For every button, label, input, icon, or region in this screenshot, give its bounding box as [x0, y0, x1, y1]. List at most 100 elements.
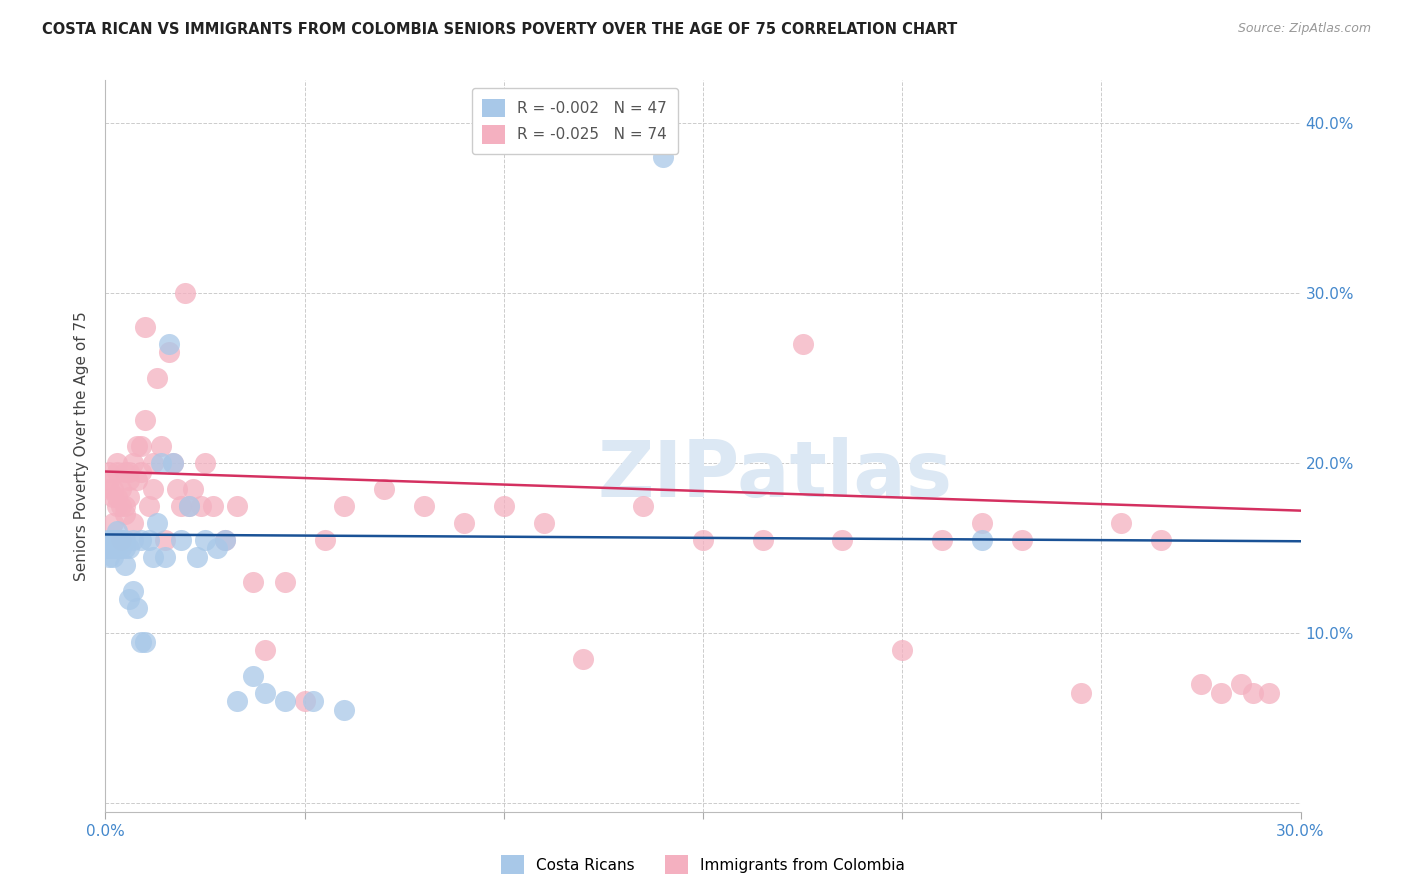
Point [831, 533, 853, 547]
Point [1209, 686, 1232, 700]
Point [122, 456, 145, 470]
Point [114, 465, 136, 479]
Point [142, 482, 165, 496]
Point [253, 686, 276, 700]
Point [177, 499, 201, 513]
Point [114, 541, 136, 555]
Point [181, 482, 204, 496]
Point [129, 465, 153, 479]
Point [118, 465, 141, 479]
Point [194, 533, 217, 547]
Point [202, 499, 225, 513]
Point [242, 575, 264, 590]
Point [186, 549, 208, 564]
Point [118, 541, 141, 555]
Point [98, 549, 121, 564]
Point [177, 499, 201, 513]
Point [110, 533, 132, 547]
Point [114, 507, 136, 521]
Point [103, 533, 125, 547]
Point [194, 456, 217, 470]
Point [931, 533, 953, 547]
Point [110, 533, 132, 547]
Point [162, 456, 184, 470]
Point [142, 549, 165, 564]
Point [150, 456, 173, 470]
Point [118, 473, 141, 487]
Point [314, 533, 336, 547]
Point [138, 533, 160, 547]
Point [301, 694, 323, 708]
Point [153, 533, 177, 547]
Point [157, 345, 180, 359]
Point [205, 541, 228, 555]
Point [129, 439, 153, 453]
Point [225, 694, 249, 708]
Point [150, 439, 173, 453]
Point [110, 541, 132, 555]
Point [1070, 686, 1092, 700]
Point [98, 533, 121, 547]
Point [273, 694, 295, 708]
Point [107, 533, 129, 547]
Point [107, 533, 129, 547]
Point [162, 456, 184, 470]
Point [118, 592, 141, 607]
Point [1229, 677, 1251, 691]
Point [142, 456, 165, 470]
Point [114, 558, 136, 572]
Point [114, 533, 136, 547]
Point [107, 490, 129, 504]
Point [98, 473, 121, 487]
Y-axis label: Seniors Poverty Over the Age of 75: Seniors Poverty Over the Age of 75 [75, 311, 90, 581]
Point [98, 465, 121, 479]
Point [134, 320, 156, 334]
Point [273, 575, 295, 590]
Point [134, 634, 156, 648]
Point [214, 533, 236, 547]
Point [1189, 677, 1212, 691]
Point [107, 456, 129, 470]
Point [1011, 533, 1033, 547]
Point [110, 499, 132, 513]
Point [98, 541, 121, 555]
Point [170, 533, 193, 547]
Point [970, 516, 993, 530]
Point [157, 337, 180, 351]
Point [253, 643, 276, 657]
Point [1150, 533, 1173, 547]
Point [146, 516, 169, 530]
Point [294, 694, 316, 708]
Point [373, 482, 395, 496]
Point [652, 150, 675, 164]
Point [107, 499, 129, 513]
Point [572, 651, 595, 665]
Point [692, 533, 714, 547]
Point [174, 285, 197, 300]
Point [98, 482, 121, 496]
Text: ZIPatlas: ZIPatlas [598, 437, 952, 513]
Point [170, 499, 193, 513]
Point [492, 499, 515, 513]
Point [129, 634, 153, 648]
Point [114, 499, 136, 513]
Point [103, 533, 125, 547]
Point [118, 490, 141, 504]
Point [103, 549, 125, 564]
Text: Source: ZipAtlas.com: Source: ZipAtlas.com [1237, 22, 1371, 36]
Point [138, 499, 160, 513]
Point [190, 499, 212, 513]
Point [633, 499, 655, 513]
Point [127, 600, 149, 615]
Point [127, 473, 149, 487]
Point [127, 439, 149, 453]
Point [214, 533, 236, 547]
Point [103, 482, 125, 496]
Point [98, 533, 121, 547]
Point [122, 516, 145, 530]
Point [891, 643, 914, 657]
Point [110, 482, 132, 496]
Point [107, 541, 129, 555]
Legend: R = -0.002   N = 47, R = -0.025   N = 74: R = -0.002 N = 47, R = -0.025 N = 74 [471, 88, 678, 154]
Point [122, 583, 145, 598]
